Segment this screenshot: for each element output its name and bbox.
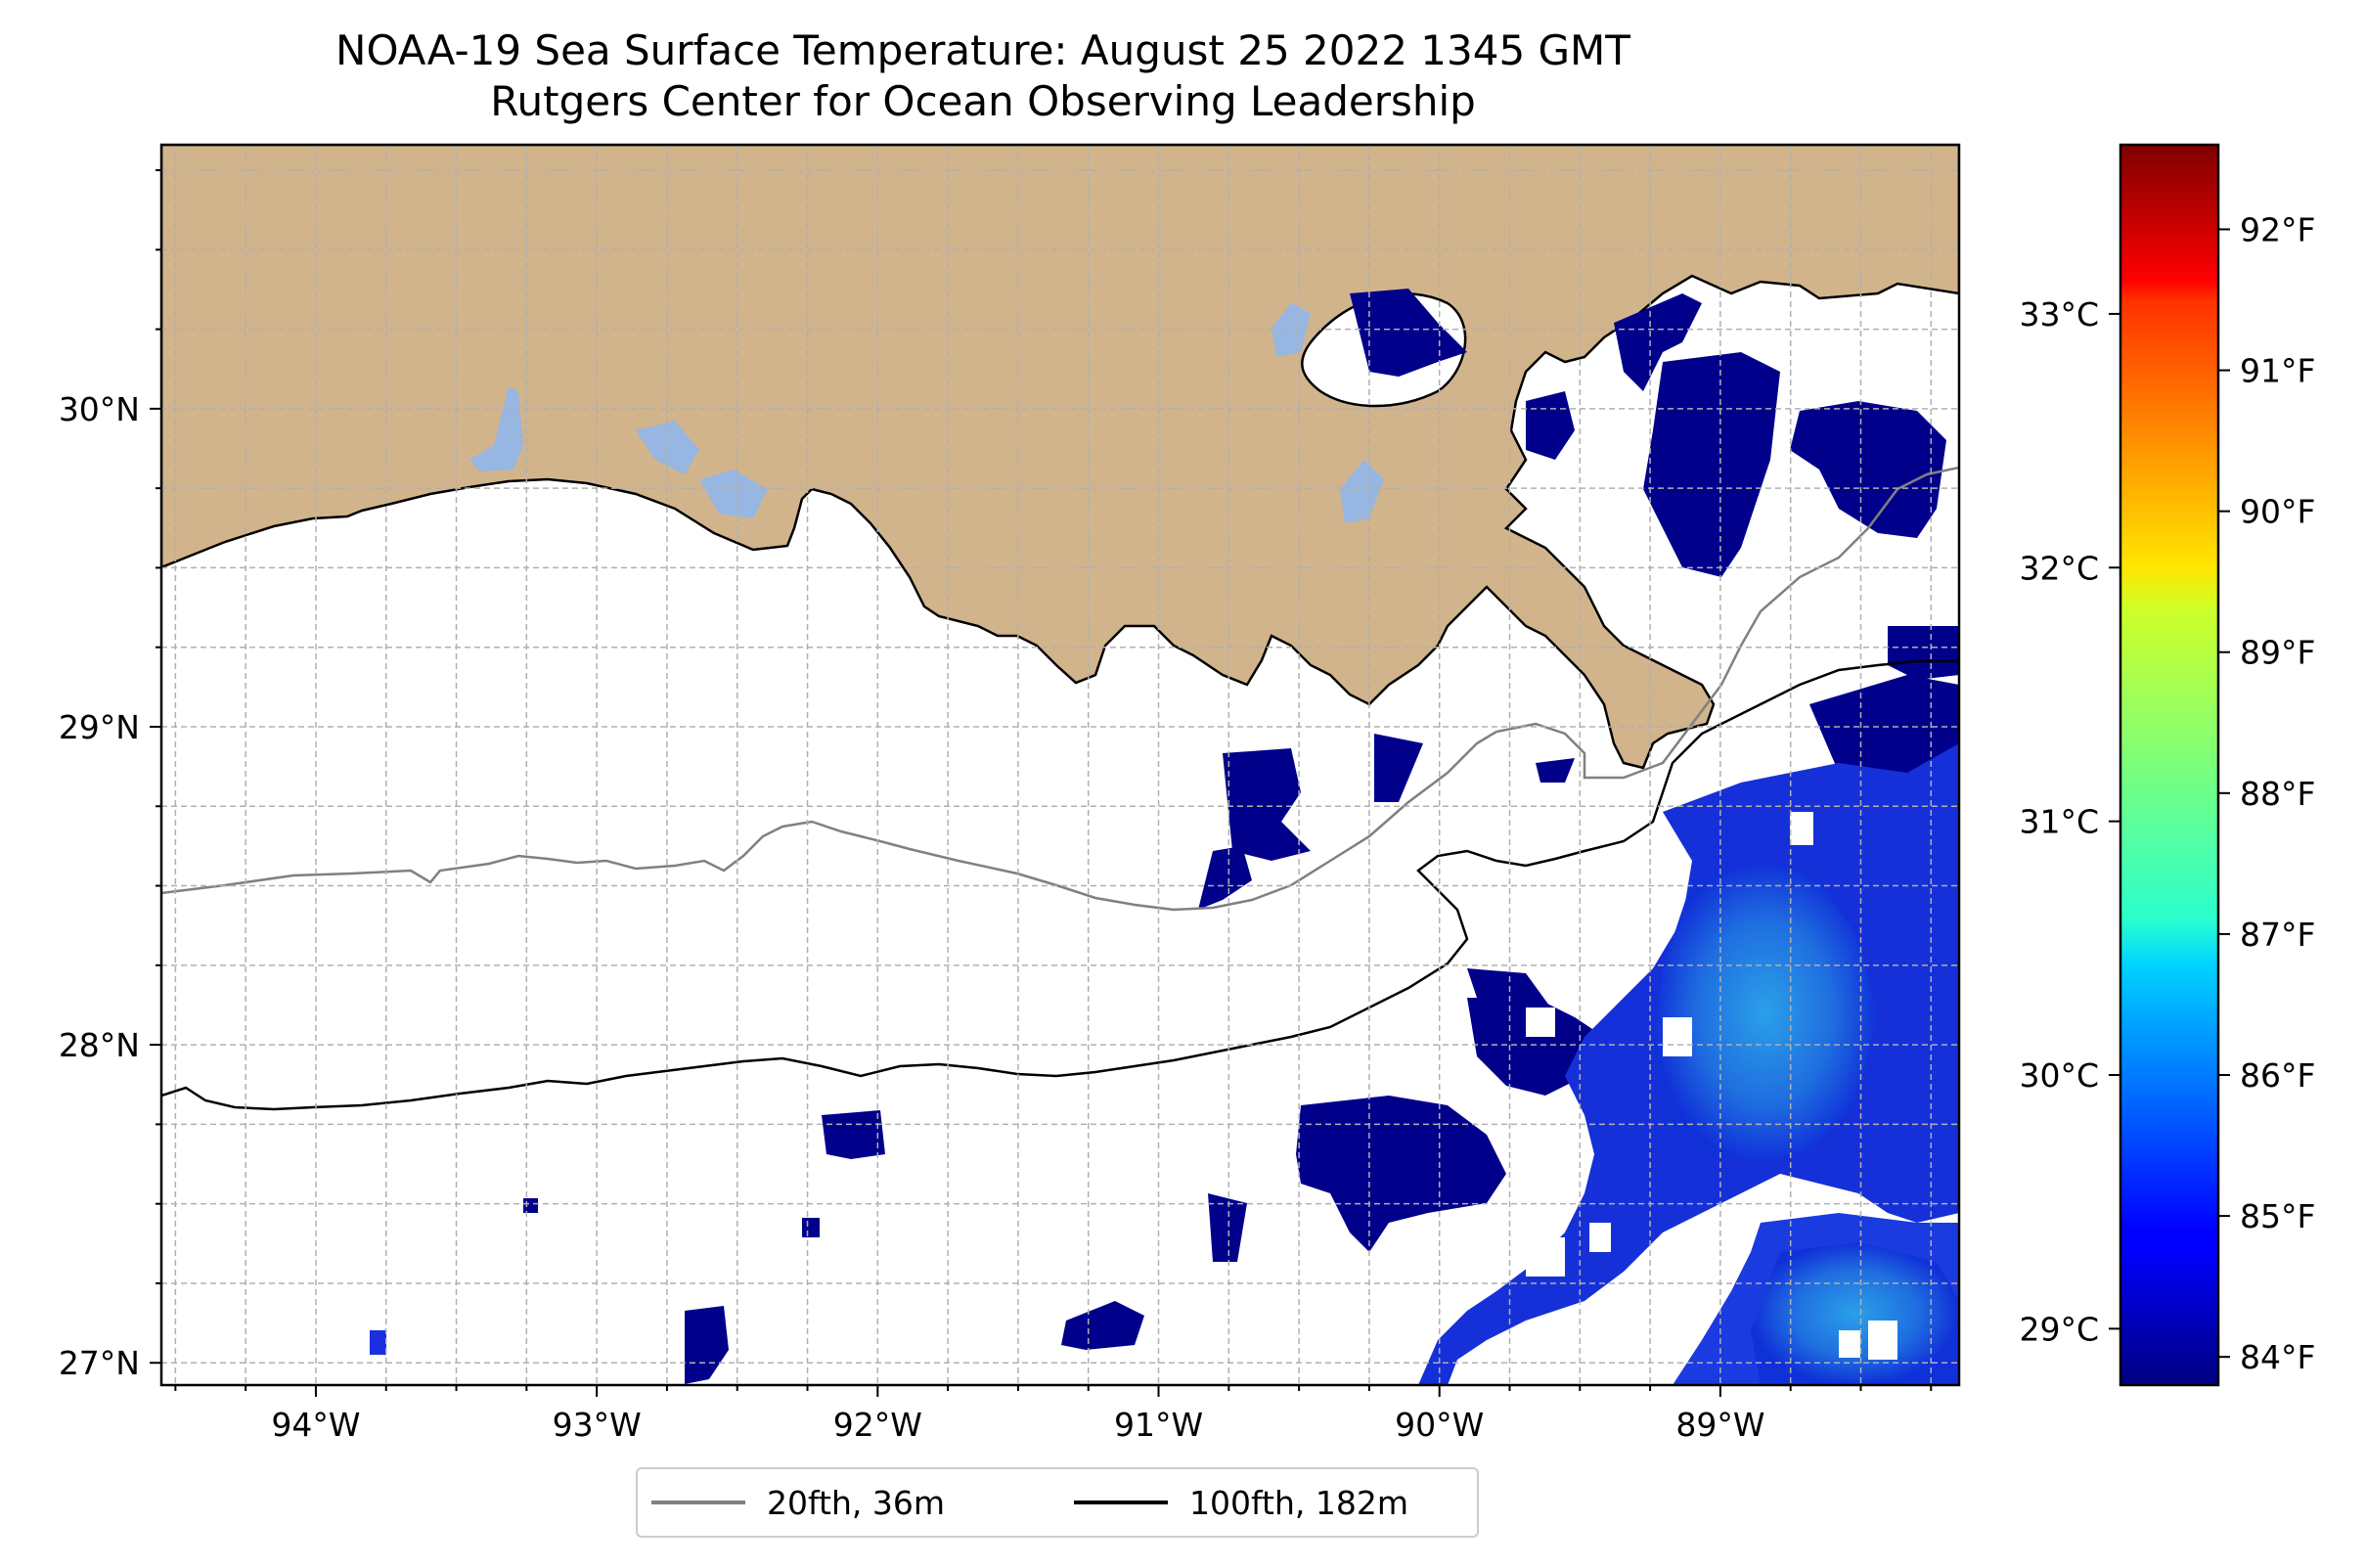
sst-patch — [1198, 846, 1252, 910]
sst-patch — [370, 1330, 386, 1355]
legend-item-100fth: 100fth, 182m — [1074, 1469, 1408, 1536]
gridlines — [161, 145, 1959, 1385]
sst-patch — [685, 1306, 729, 1384]
colorbar-celsius-ticks: 29°C 30°C 31°C 32°C 33°C — [2019, 295, 2120, 1348]
sst-gap — [1589, 1223, 1611, 1252]
sst-warm-core — [1653, 861, 1878, 1164]
colorbar-c-label: 32°C — [2019, 549, 2099, 587]
colorbar-c-label: 33°C — [2019, 295, 2099, 334]
sst-patch — [1790, 401, 1946, 538]
sst-patch — [1350, 289, 1467, 377]
lon-tick-label: 91°W — [1114, 1406, 1203, 1444]
map-title-line1: NOAA-19 Sea Surface Temperature: August … — [335, 26, 1630, 74]
sst-patch — [1809, 675, 1959, 783]
lat-tick-label: 29°N — [59, 708, 140, 746]
map-frame — [159, 143, 1961, 1387]
legend: 20fth, 36m 100fth, 182m — [636, 1467, 1479, 1538]
legend-label-100fth: 100fth, 182m — [1189, 1483, 1408, 1522]
lake-grand — [636, 421, 699, 474]
colorbar-f-label: 86°F — [2240, 1056, 2315, 1095]
colorbar — [2119, 143, 2220, 1387]
sst-patch — [802, 1218, 820, 1237]
map-title-line2: Rutgers Center for Ocean Observing Leade… — [490, 77, 1476, 125]
sst-patch — [1296, 1096, 1506, 1252]
latitude-axis: 30°N 29°N 28°N 27°N — [59, 169, 161, 1382]
sst-gap — [1526, 1237, 1565, 1277]
lake-maurepas — [1272, 303, 1311, 357]
lon-tick-label: 93°W — [553, 1406, 642, 1444]
lat-tick-label: 28°N — [59, 1026, 140, 1064]
lake-white — [699, 470, 768, 518]
sst-patch — [1223, 748, 1311, 861]
lon-tick-label: 89°W — [1675, 1406, 1764, 1444]
sst-patch — [1374, 734, 1423, 802]
sst-gap — [1790, 812, 1813, 845]
sst-warm-core-se — [1751, 1242, 1959, 1385]
sst-gap — [1526, 1008, 1555, 1037]
sst-patch — [1614, 293, 1702, 391]
lake-calcasieu — [469, 386, 523, 471]
lat-tick-label: 27°N — [59, 1344, 140, 1382]
lon-tick-label: 90°W — [1395, 1406, 1484, 1444]
colorbar-f-label: 91°F — [2240, 352, 2315, 390]
colorbar-f-label: 89°F — [2240, 634, 2315, 672]
lat-tick-label: 30°N — [59, 390, 140, 428]
colorbar-f-label: 92°F — [2240, 210, 2315, 248]
colorbar-fahrenheit-ticks: 84°F 85°F 86°F 87°F 88°F 89°F 90°F 91°F 92°F — [2218, 210, 2315, 1376]
sst-gap — [1839, 1330, 1860, 1358]
contour-20fth — [161, 466, 1959, 912]
sst-gap — [1868, 1321, 1897, 1360]
sst-patch — [1061, 1301, 1144, 1350]
sst-patch — [1208, 1193, 1247, 1262]
sst-patch — [1536, 758, 1575, 783]
lon-tick-label: 94°W — [271, 1406, 360, 1444]
colorbar-f-label: 84°F — [2240, 1338, 2315, 1376]
sst-patch — [822, 1110, 885, 1159]
sst-gap — [1663, 1017, 1692, 1056]
colorbar-c-label: 30°C — [2019, 1056, 2099, 1095]
sst-patch — [523, 1198, 538, 1213]
colorbar-c-label: 29°C — [2019, 1310, 2099, 1348]
sst-data-layer — [370, 289, 1959, 1385]
lake-verret — [1340, 460, 1384, 523]
colorbar-f-label: 90°F — [2240, 493, 2315, 531]
colorbar-f-label: 85°F — [2240, 1197, 2315, 1235]
legend-swatch-100fth — [1074, 1501, 1168, 1504]
legend-swatch-20fth — [651, 1501, 745, 1504]
contour-100fth — [161, 659, 1959, 1111]
lon-tick-label: 92°W — [833, 1406, 922, 1444]
colorbar-f-label: 88°F — [2240, 775, 2315, 813]
colorbar-f-label: 87°F — [2240, 916, 2315, 954]
colorbar-c-label: 31°C — [2019, 803, 2099, 841]
legend-label-20fth: 20fth, 36m — [767, 1483, 945, 1522]
sst-patch — [1888, 626, 1959, 680]
longitude-axis: 94°W 93°W 92°W 91°W 90°W 89°W — [174, 1385, 1933, 1444]
legend-item-20fth: 20fth, 36m — [651, 1469, 945, 1536]
